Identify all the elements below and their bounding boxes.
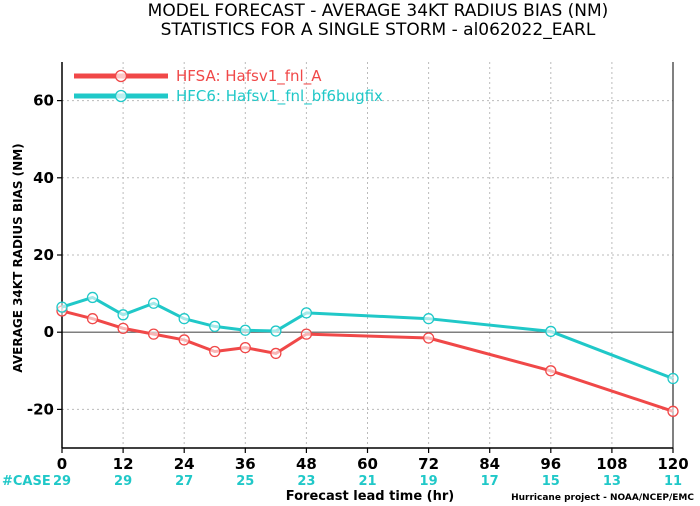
series-line-1: [61, 309, 674, 413]
x-tick-label: 120: [657, 455, 688, 473]
axes: 0 12 24 36 48 60 72 84 96 108 120 -20 0 20 40 60: [27, 62, 689, 473]
x-tick-label: 96: [540, 455, 561, 473]
series-1-point: [300, 328, 313, 340]
series-2-point: [270, 325, 282, 337]
case-counts: #CASE 29 29 27 25 23 21 19 17 15 13 11: [2, 474, 682, 489]
x-tick-label: 60: [357, 455, 378, 473]
series-1-point: [270, 347, 282, 360]
series-1-point: [86, 313, 99, 325]
case-count: 29: [53, 474, 71, 489]
y-tick-label: 40: [33, 169, 54, 187]
x-tick-label: 72: [418, 455, 439, 473]
y-tick-label: 20: [33, 246, 54, 264]
x-tick-label: 24: [174, 455, 195, 473]
case-count: 17: [481, 474, 499, 489]
legend-entry-1: HFSA: Hafsv1_fnl_A: [176, 67, 322, 86]
case-count: 25: [236, 474, 254, 489]
case-label: #CASE: [2, 474, 51, 489]
series-2-point: [86, 291, 99, 304]
case-count: 27: [175, 474, 193, 489]
series-1-point: [117, 322, 129, 334]
series-2-point: [422, 313, 435, 325]
case-count: 13: [603, 474, 621, 489]
y-tick-label: 0: [44, 323, 54, 341]
series-1-point: [422, 332, 435, 344]
case-count: 19: [420, 474, 438, 489]
y-tick-label: -20: [27, 400, 54, 418]
series-2-point: [545, 325, 557, 338]
legend-marker-1: [114, 69, 128, 83]
legend-entry-2: HFC6: Hafsv1_fnl_bf6bugfix: [176, 87, 383, 106]
series-2-point: [239, 324, 251, 336]
x-tick-label: 12: [113, 455, 134, 473]
x-tick-label: 108: [596, 455, 627, 473]
series-2-point: [300, 307, 313, 319]
x-tick-label: 84: [479, 455, 500, 473]
series-1-point: [178, 334, 190, 346]
y-tick-label: 60: [33, 92, 54, 110]
series-2-point: [147, 297, 160, 309]
series-1-point: [667, 405, 679, 417]
series-2-point: [56, 301, 68, 313]
x-axis-label: Forecast lead time (hr): [286, 489, 454, 504]
series-2-point: [209, 320, 221, 333]
series-2-point: [117, 309, 129, 321]
series-group: [56, 291, 679, 417]
x-tick-label: 48: [296, 455, 317, 473]
credit-text: Hurricane project - NOAA/NCEP/EMC: [511, 493, 694, 503]
series-2-point: [667, 372, 679, 385]
series-2-point: [178, 313, 190, 325]
case-count: 11: [664, 474, 682, 489]
legend-marker-2: [114, 89, 128, 103]
case-count: 15: [542, 474, 560, 489]
series-1-point: [545, 365, 557, 377]
case-count: 29: [114, 474, 132, 489]
y-axis-label: AVERAGE 34KT RADIUS BIAS (NM): [11, 143, 25, 372]
series-line-2: [61, 295, 674, 380]
x-tick-label: 36: [235, 455, 256, 473]
case-count: 21: [358, 474, 376, 489]
x-tick-label: 0: [57, 455, 67, 473]
chart-subtitle: STATISTICS FOR A SINGLE STORM - al062022…: [161, 20, 596, 40]
series-1-point: [209, 345, 221, 358]
chart-title: MODEL FORECAST - AVERAGE 34KT RADIUS BIA…: [148, 1, 609, 21]
case-count: 23: [297, 474, 315, 489]
series-1-point: [147, 328, 160, 340]
grid: [62, 62, 673, 448]
series-1-point: [239, 341, 251, 354]
